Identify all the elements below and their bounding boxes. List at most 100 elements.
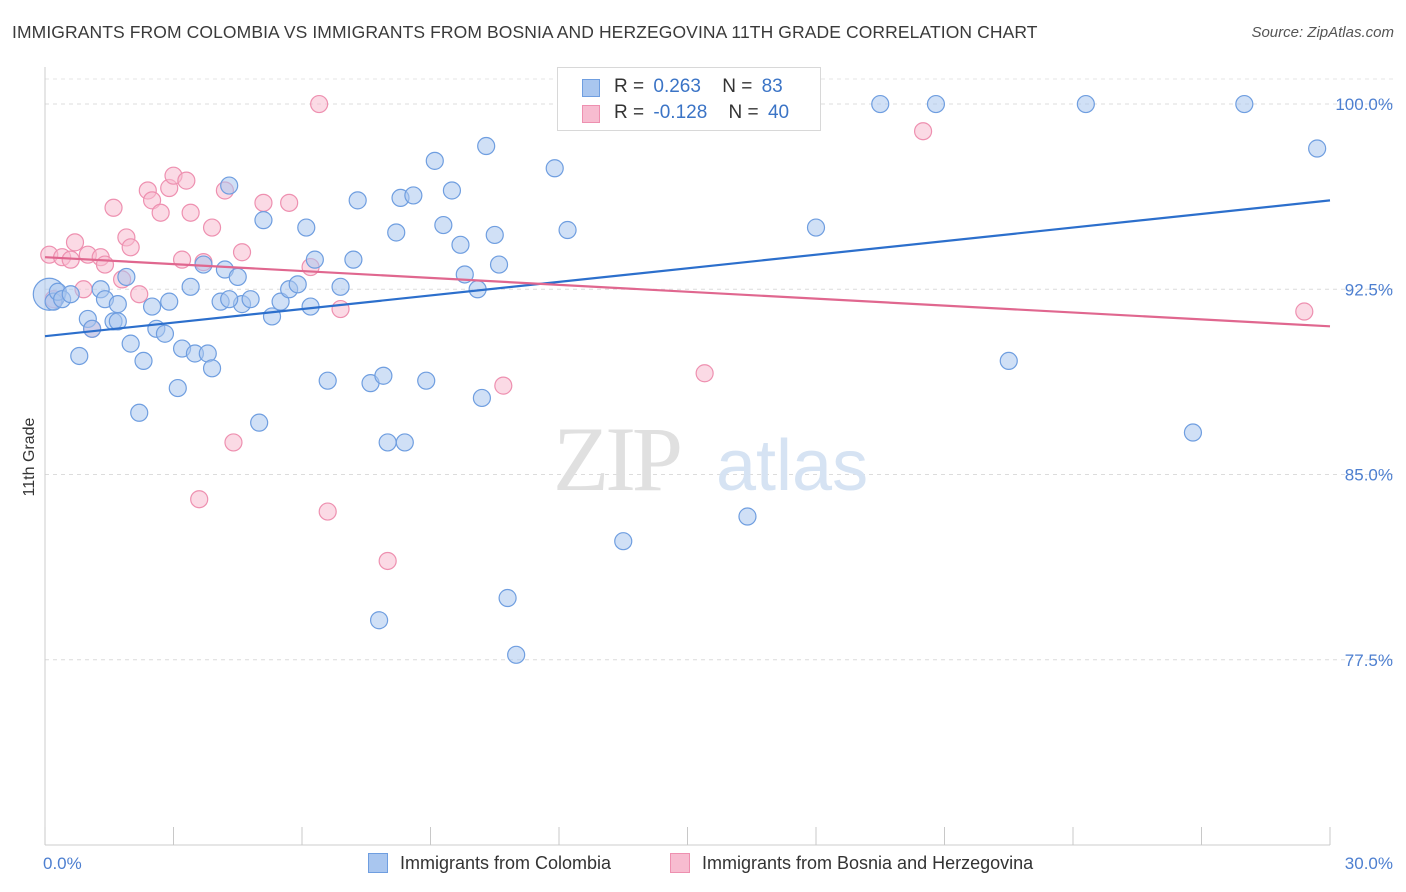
stats-r-label: R = [614, 76, 645, 97]
x-tick-label: 0.0% [43, 854, 82, 873]
bosnia-point [224, 433, 243, 452]
colombia-point [250, 413, 269, 432]
colombia-point [1076, 94, 1095, 114]
colombia-point [121, 334, 140, 353]
colombia-point [558, 220, 577, 240]
colombia-point [142, 297, 162, 316]
colombia-point [477, 136, 496, 156]
bosnia-point [177, 171, 196, 190]
colombia-point [181, 277, 200, 296]
colombia-point [228, 267, 247, 287]
colombia-point [83, 319, 102, 338]
bosnia-point [378, 551, 397, 571]
chart-title: IMMIGRANTS FROM COLOMBIA VS IMMIGRANTS F… [12, 22, 1038, 42]
bosnia-point [104, 198, 123, 217]
colombia-point [489, 255, 509, 274]
bosnia-point [695, 364, 714, 383]
colombia-point [738, 507, 757, 526]
colombia-point [395, 433, 414, 452]
colombia-point [472, 388, 491, 408]
colombia-point [134, 351, 153, 371]
colombia-point [926, 94, 946, 114]
bosnia-point [130, 285, 149, 304]
bosnia-point [232, 243, 252, 262]
colombia-point [117, 267, 136, 287]
colombia-point [1308, 139, 1327, 158]
colombia-point [220, 176, 239, 195]
colombia-point [288, 275, 307, 294]
colombia-point [344, 250, 363, 269]
stats-n-value-colombia: 83 [761, 76, 783, 97]
trend-line-bosnia [44, 256, 1331, 328]
colombia-point [545, 159, 564, 178]
colombia-point [108, 312, 127, 331]
stats-box: R = 0.263 N = 83 R = -0.128 N = 40 [557, 67, 821, 131]
bosnia-point [151, 203, 170, 222]
trend-lines [44, 199, 1331, 338]
stats-n-label: N = [728, 102, 759, 123]
colombia-point [241, 290, 260, 309]
bosnia-point [331, 299, 350, 319]
bosnia-point [142, 191, 162, 210]
bosnia-point [65, 233, 85, 252]
colombia-point [1183, 423, 1203, 442]
y-tick-label: 77.5% [1345, 651, 1393, 670]
colombia-point [417, 371, 436, 390]
colombia-point [348, 191, 367, 210]
bosnia-point [190, 490, 209, 509]
bosnia-point [913, 122, 933, 141]
colombia-point [155, 324, 175, 343]
stats-n-value-bosnia: 40 [767, 102, 790, 123]
colombia-point [434, 215, 453, 235]
legend-swatch-bosnia [670, 853, 690, 873]
colombia-point [1235, 94, 1254, 114]
colombia-point [374, 366, 393, 385]
colombia-point [318, 371, 337, 390]
x-tick-label: 30.0% [1345, 854, 1393, 873]
bosnia-point [181, 203, 200, 222]
colombia-point [451, 235, 470, 254]
axes [44, 67, 1331, 846]
trend-line-colombia [44, 199, 1331, 338]
bosnia-point [280, 193, 299, 212]
colombia-point [378, 433, 397, 452]
colombia-point [108, 295, 127, 314]
stats-r-label: R = [614, 102, 645, 123]
colombia-point [305, 250, 324, 269]
colombia-point [254, 211, 273, 230]
legend-swatch-colombia [368, 853, 388, 873]
colombia-point [271, 292, 290, 311]
stats-swatch-bosnia [582, 105, 600, 123]
bosnia-point [1295, 302, 1314, 321]
y-tick-label: 85.0% [1345, 466, 1393, 485]
colombia-point [498, 588, 517, 608]
colombia-point [202, 359, 222, 378]
colombia-point [168, 378, 187, 398]
colombia-point [507, 645, 526, 664]
stats-n-label: N = [722, 76, 753, 97]
colombia-point [387, 223, 406, 242]
watermark: ZIP atlas [553, 408, 868, 510]
grid-lines [45, 78, 1395, 661]
bosnia-point [95, 255, 115, 274]
colombia-point [806, 218, 826, 237]
tick-labels: 77.5% 85.0% 92.5% 100.0% 0.0% 30.0% [43, 95, 1393, 873]
colombia-point [425, 151, 444, 170]
bosnia-point [494, 376, 513, 395]
colombia-point [871, 94, 890, 114]
legend-label-bosnia: Immigrants from Bosnia and Herzegovina [702, 853, 1034, 873]
colombia-point [220, 290, 239, 309]
watermark-zip: ZIP [553, 408, 680, 510]
colombia-point [999, 351, 1018, 371]
colombia-point [370, 611, 389, 630]
colombia-point [614, 532, 633, 551]
y-tick-label: 100.0% [1335, 95, 1393, 114]
data-points [32, 94, 1327, 664]
colombia-point [130, 403, 149, 422]
y-axis-label: 11th Grade [21, 417, 38, 496]
bosnia-point [318, 502, 337, 521]
legend-label-colombia: Immigrants from Colombia [400, 853, 612, 873]
colombia-point [297, 218, 316, 237]
colombia-point [485, 225, 504, 245]
